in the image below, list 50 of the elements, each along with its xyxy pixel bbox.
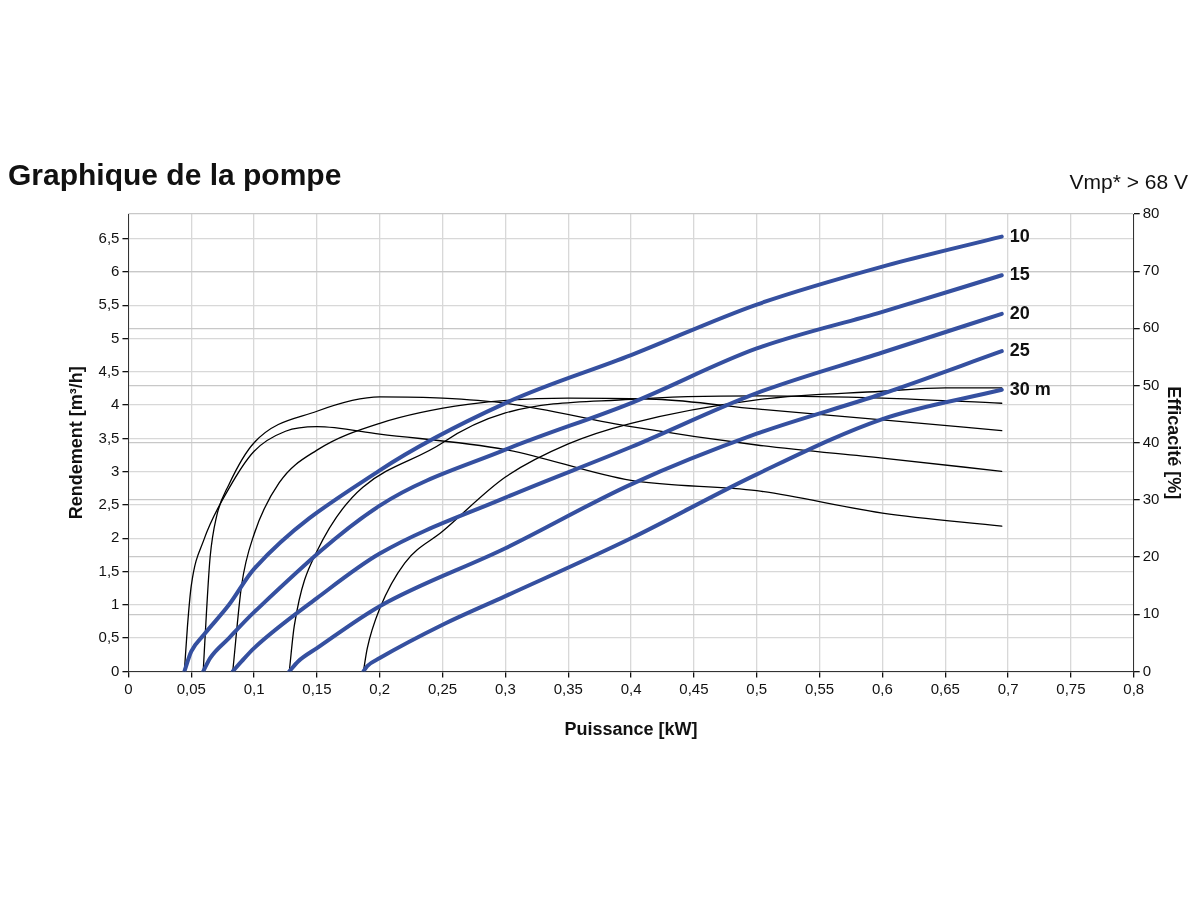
x-tick-label: 0,15: [302, 679, 332, 697]
y-tick-label: 3,5: [98, 428, 120, 446]
y-tick-label: 5,5: [98, 295, 120, 313]
x-tick-label: 0,65: [930, 679, 960, 697]
x-tick-label: 0: [124, 679, 133, 697]
series-label: 10: [1009, 225, 1030, 246]
series-label: 20: [1009, 302, 1030, 323]
y2-tick-label: 40: [1142, 432, 1160, 450]
y-tick-label: 1,5: [98, 561, 120, 579]
y-tick-label: 0: [111, 661, 120, 679]
y-tick-label: 6: [111, 262, 120, 280]
x-tick-label: 0,8: [1123, 679, 1145, 697]
y-tick-label: 5: [111, 328, 120, 346]
chart-subtitle: Vmp* > 68 V: [1069, 170, 1188, 194]
series-label: 25: [1009, 340, 1030, 361]
x-tick-label: 0,35: [553, 679, 583, 697]
y-tick-label: 6,5: [98, 228, 120, 246]
x-tick-label: 0,7: [997, 679, 1019, 697]
series-label: 30 m: [1009, 378, 1051, 399]
y2-tick-label: 50: [1142, 375, 1160, 393]
x-tick-label: 0,5: [746, 679, 768, 697]
chart-title: Graphique de la pompe: [8, 158, 342, 192]
y2-tick-label: 30: [1142, 490, 1160, 508]
y-axis-title: Rendement [m³/h]: [65, 366, 86, 520]
y2-tick-label: 80: [1142, 204, 1160, 222]
x-tick-label: 0,75: [1056, 679, 1086, 697]
x-tick-label: 0,4: [620, 679, 642, 697]
y2-tick-label: 20: [1142, 547, 1160, 565]
x-tick-label: 0,45: [679, 679, 709, 697]
y2-tick-label: 0: [1142, 661, 1152, 679]
x-axis-title: Puissance [kW]: [564, 719, 698, 740]
y-tick-label: 4,5: [98, 361, 120, 379]
y2-tick-label: 70: [1142, 261, 1160, 279]
y2-axis-title: Efficacité [%]: [1164, 386, 1185, 500]
y2-tick-label: 60: [1142, 318, 1160, 336]
y-tick-label: 3: [111, 461, 120, 479]
series-label: 15: [1009, 264, 1030, 285]
x-tick-label: 0,05: [176, 679, 206, 697]
y-tick-label: 4: [111, 395, 120, 413]
y-tick-label: 0,5: [98, 628, 120, 646]
x-tick-label: 0,55: [804, 679, 835, 697]
x-tick-label: 0,6: [871, 679, 893, 697]
y-tick-label: 1: [111, 594, 120, 612]
y-tick-label: 2,5: [98, 495, 120, 513]
x-tick-label: 0,1: [243, 679, 265, 697]
y-tick-label: 2: [111, 528, 120, 546]
y2-tick-label: 10: [1142, 604, 1160, 622]
x-tick-label: 0,25: [428, 679, 458, 697]
x-tick-label: 0,2: [369, 679, 391, 697]
x-tick-label: 0,3: [495, 679, 516, 697]
